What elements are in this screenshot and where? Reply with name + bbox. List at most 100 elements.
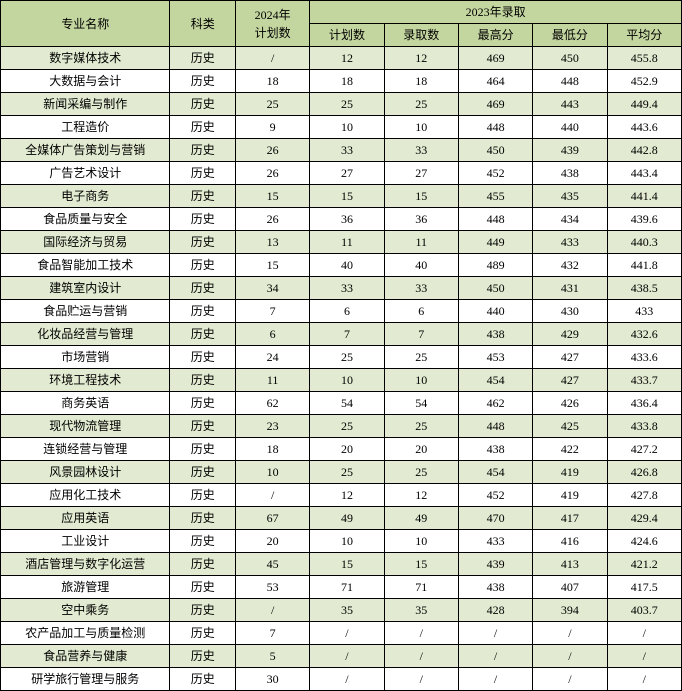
table-row: 应用化工技术历史/1212452419427.8 (1, 484, 682, 507)
cell-avg: 427.8 (607, 484, 681, 507)
cell-category: 历史 (170, 300, 236, 323)
cell-plan: / (310, 645, 384, 668)
cell-category: 历史 (170, 645, 236, 668)
cell-category: 历史 (170, 369, 236, 392)
cell-avg: 438.5 (607, 277, 681, 300)
cell-plan2024: 10 (235, 461, 309, 484)
cell-plan2024: 6 (235, 323, 309, 346)
cell-major: 化妆品经营与管理 (1, 323, 170, 346)
header-sub-admitted: 录取数 (384, 24, 458, 47)
cell-major: 空中乘务 (1, 599, 170, 622)
cell-avg: 424.6 (607, 530, 681, 553)
cell-avg: 443.6 (607, 116, 681, 139)
cell-plan2024: / (235, 599, 309, 622)
cell-min: 419 (533, 484, 607, 507)
cell-plan2024: 7 (235, 300, 309, 323)
cell-avg: 439.6 (607, 208, 681, 231)
cell-category: 历史 (170, 461, 236, 484)
cell-plan2024: 53 (235, 576, 309, 599)
cell-plan2024: 18 (235, 438, 309, 461)
table-row: 旅游管理历史537171438407417.5 (1, 576, 682, 599)
cell-min: 422 (533, 438, 607, 461)
cell-max: 449 (458, 231, 532, 254)
cell-admitted: 6 (384, 300, 458, 323)
cell-admitted: 10 (384, 530, 458, 553)
cell-major: 商务英语 (1, 392, 170, 415)
table-row: 工程造价历史91010448440443.6 (1, 116, 682, 139)
cell-plan: 54 (310, 392, 384, 415)
cell-plan: 27 (310, 162, 384, 185)
cell-max: 489 (458, 254, 532, 277)
table-row: 农产品加工与质量检测历史7///// (1, 622, 682, 645)
cell-max: 450 (458, 277, 532, 300)
cell-max: / (458, 622, 532, 645)
table-row: 工业设计历史201010433416424.6 (1, 530, 682, 553)
cell-plan2024: 20 (235, 530, 309, 553)
cell-min: 417 (533, 507, 607, 530)
cell-major: 农产品加工与质量检测 (1, 622, 170, 645)
cell-plan2024: 67 (235, 507, 309, 530)
cell-max: 433 (458, 530, 532, 553)
header-sub-min: 最低分 (533, 24, 607, 47)
cell-category: 历史 (170, 599, 236, 622)
cell-avg: 455.8 (607, 47, 681, 70)
table-row: 食品智能加工技术历史154040489432441.8 (1, 254, 682, 277)
cell-category: 历史 (170, 346, 236, 369)
cell-plan: 10 (310, 116, 384, 139)
cell-max: 438 (458, 323, 532, 346)
cell-category: 历史 (170, 530, 236, 553)
cell-min: / (533, 645, 607, 668)
cell-plan2024: 30 (235, 668, 309, 691)
cell-admitted: 15 (384, 185, 458, 208)
cell-avg: 441.8 (607, 254, 681, 277)
admission-table: 专业名称 科类 2024年 计划数 2023年录取 计划数 录取数 最高分 最低… (0, 0, 682, 691)
cell-min: 439 (533, 139, 607, 162)
cell-plan2024: 9 (235, 116, 309, 139)
cell-admitted: 36 (384, 208, 458, 231)
cell-min: 394 (533, 599, 607, 622)
cell-plan2024: 45 (235, 553, 309, 576)
cell-admitted: 49 (384, 507, 458, 530)
table-row: 应用英语历史674949470417429.4 (1, 507, 682, 530)
cell-avg: 441.4 (607, 185, 681, 208)
cell-avg: 436.4 (607, 392, 681, 415)
cell-min: 433 (533, 231, 607, 254)
cell-major: 食品质量与安全 (1, 208, 170, 231)
cell-min: 426 (533, 392, 607, 415)
cell-admitted: 10 (384, 116, 458, 139)
cell-plan2024: 62 (235, 392, 309, 415)
cell-plan: 10 (310, 530, 384, 553)
table-row: 全媒体广告策划与营销历史263333450439442.8 (1, 139, 682, 162)
cell-major: 风景园林设计 (1, 461, 170, 484)
cell-avg: 433.7 (607, 369, 681, 392)
header-sub-max: 最高分 (458, 24, 532, 47)
cell-max: 454 (458, 461, 532, 484)
cell-max: 440 (458, 300, 532, 323)
table-row: 研学旅行管理与服务历史30///// (1, 668, 682, 691)
cell-min: 440 (533, 116, 607, 139)
table-row: 商务英语历史625454462426436.4 (1, 392, 682, 415)
cell-max: 464 (458, 70, 532, 93)
cell-category: 历史 (170, 208, 236, 231)
cell-admitted: 33 (384, 139, 458, 162)
cell-avg: 417.5 (607, 576, 681, 599)
cell-plan2024: / (235, 47, 309, 70)
table-row: 电子商务历史151515455435441.4 (1, 185, 682, 208)
cell-admitted: 35 (384, 599, 458, 622)
cell-major: 现代物流管理 (1, 415, 170, 438)
cell-plan2024: 5 (235, 645, 309, 668)
cell-category: 历史 (170, 162, 236, 185)
cell-plan2024: 23 (235, 415, 309, 438)
cell-min: 416 (533, 530, 607, 553)
cell-avg: 426.8 (607, 461, 681, 484)
cell-min: 430 (533, 300, 607, 323)
cell-max: 462 (458, 392, 532, 415)
table-row: 食品营养与健康历史5///// (1, 645, 682, 668)
cell-max: 455 (458, 185, 532, 208)
cell-category: 历史 (170, 139, 236, 162)
cell-plan: 25 (310, 346, 384, 369)
cell-admitted: 20 (384, 438, 458, 461)
cell-max: 469 (458, 47, 532, 70)
cell-plan: 18 (310, 70, 384, 93)
header-major: 专业名称 (1, 1, 170, 47)
